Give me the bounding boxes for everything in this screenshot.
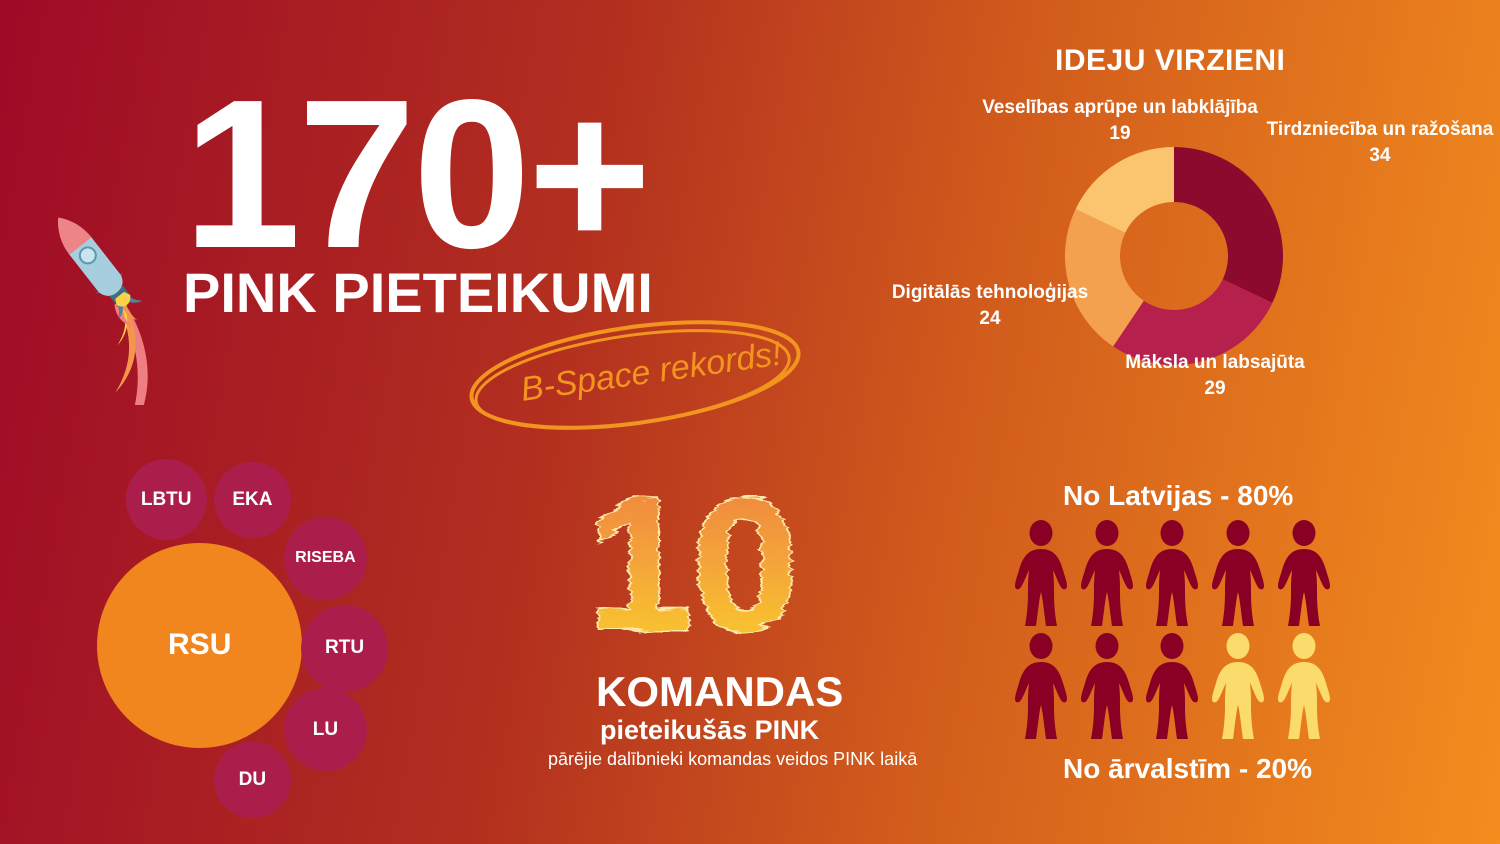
svg-text:10: 10 — [585, 478, 796, 663]
